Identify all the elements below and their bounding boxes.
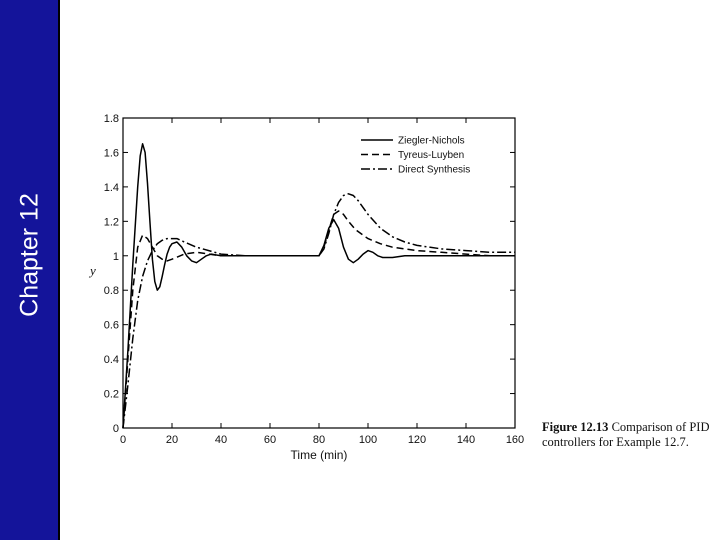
y-tick-label: 0.8 xyxy=(104,285,119,297)
figure-caption-text: Comparison of PID controllers for Exampl… xyxy=(542,420,710,449)
series-line-1 xyxy=(122,143,515,429)
ticks-layer: 0 20 40 60 80 100 120 140 160 0 0.2 0.4 0.6 0.8 1 1.2 1.… xyxy=(104,113,524,446)
y-tick-label: 1.4 xyxy=(104,182,119,194)
x-tick-label: 60 xyxy=(264,434,276,446)
y-tick-label: 0.6 xyxy=(104,320,119,332)
y-tick-label: 1.8 xyxy=(104,113,119,125)
chapter-sidebar: Chapter 12 xyxy=(0,0,60,540)
x-axis-title: Time (min) xyxy=(291,448,348,462)
x-tick-label: 80 xyxy=(313,434,325,446)
x-tick-label: 140 xyxy=(457,434,475,446)
y-tick-label: 0.4 xyxy=(104,354,119,366)
legend: Ziegler-Nichols Tyreus-Luyben Direct Synth… xyxy=(361,136,470,176)
x-tick-label: 0 xyxy=(120,434,126,446)
series-layer xyxy=(122,143,515,429)
x-tick-label: 40 xyxy=(215,434,227,446)
y-tick-label: 0.2 xyxy=(104,389,119,401)
y-tick-label: 0 xyxy=(113,423,119,435)
x-tick-label: 20 xyxy=(166,434,178,446)
legend-label-3: Direct Synthesis xyxy=(398,165,470,176)
y-axis-title: y xyxy=(88,263,96,278)
y-tick-label: 1.2 xyxy=(104,216,119,228)
series-line-3 xyxy=(122,193,515,429)
legend-label-1: Ziegler-Nichols xyxy=(398,136,465,147)
y-tick-label: 1 xyxy=(113,251,119,263)
y-tick-label: 1.6 xyxy=(104,147,119,159)
figure-label: Figure 12.13 xyxy=(542,420,609,434)
x-tick-label: 160 xyxy=(506,434,524,446)
legend-label-2: Tyreus-Luyben xyxy=(398,150,464,161)
series-line-2 xyxy=(122,210,515,429)
x-tick-label: 120 xyxy=(408,434,426,446)
x-tick-label: 100 xyxy=(359,434,377,446)
figure-caption: Figure 12.13 Comparison of PID controlle… xyxy=(542,420,712,450)
